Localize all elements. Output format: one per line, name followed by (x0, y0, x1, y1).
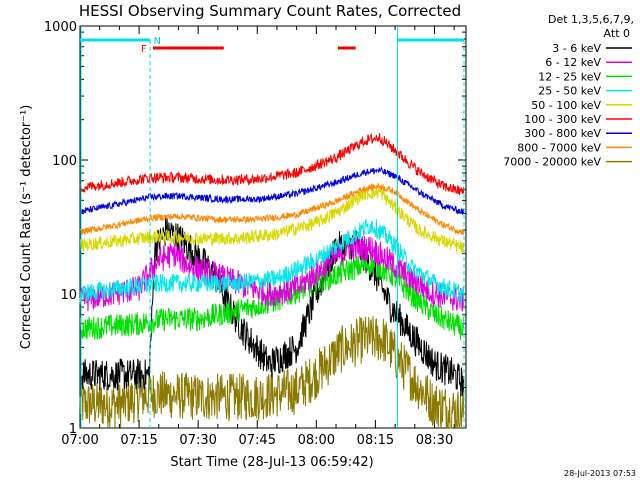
timestamp: 28-Jul-2013 07:53 (564, 469, 636, 478)
chart-title: HESSI Observing Summary Count Rates, Cor… (79, 2, 461, 20)
legend-header-line2: Att 0 (604, 27, 630, 40)
legend-entry-label: 800 - 7000 keV (517, 141, 601, 154)
x-tick-label: 07:15 (120, 433, 157, 448)
legend-entry-label: 300 - 800 keV (524, 127, 601, 140)
legend-entry-label: 12 - 25 keV (538, 70, 601, 83)
flare-marker-label: F (141, 44, 147, 55)
legend-header-line1: Det 1,3,5,6,7,9, (548, 13, 634, 26)
series-line (79, 315, 465, 429)
night-marker-label: N (153, 36, 160, 47)
series-line (79, 132, 465, 196)
series-line (79, 236, 465, 312)
x-tick-label: 07:45 (239, 433, 276, 448)
y-tick-label: 100 (52, 154, 77, 169)
series-layer (79, 132, 465, 429)
y-tick-label: 1000 (44, 20, 77, 35)
x-axis: 07:00 07:15 07:30 07:45 08:00 08:15 08:30 (61, 26, 455, 448)
series-line (79, 166, 465, 215)
x-axis-label: Start Time (28-Jul-13 06:59:42) (170, 455, 373, 470)
legend-entry-label: 25 - 50 keV (538, 85, 601, 98)
legend-entry-label: 6 - 12 keV (545, 56, 601, 69)
legend-entry-label: 50 - 100 keV (531, 99, 601, 112)
y-axis-label: Corrected Count Rate (s⁻¹ detector⁻¹) (19, 105, 34, 350)
legend-entry-label: 100 - 300 keV (524, 113, 601, 126)
y-tick-label: 10 (60, 288, 77, 303)
legend-entry-label: 7000 - 20000 keV (503, 156, 601, 169)
x-tick-label: 08:30 (416, 433, 453, 448)
series-line (79, 183, 465, 236)
series-line (80, 184, 465, 254)
y-tick-label: 1 (69, 422, 77, 437)
x-tick-label: 08:00 (298, 433, 335, 448)
plot-frame (79, 25, 467, 429)
attenuator-flare-overlay: FN (80, 26, 465, 428)
x-tick-label: 07:30 (179, 433, 216, 448)
x-tick-label: 08:15 (357, 433, 394, 448)
series-line (79, 215, 465, 397)
legend-entry-label: 3 - 6 keV (552, 42, 601, 55)
series-line (79, 218, 465, 303)
x-tick-label: 07:00 (61, 433, 98, 448)
